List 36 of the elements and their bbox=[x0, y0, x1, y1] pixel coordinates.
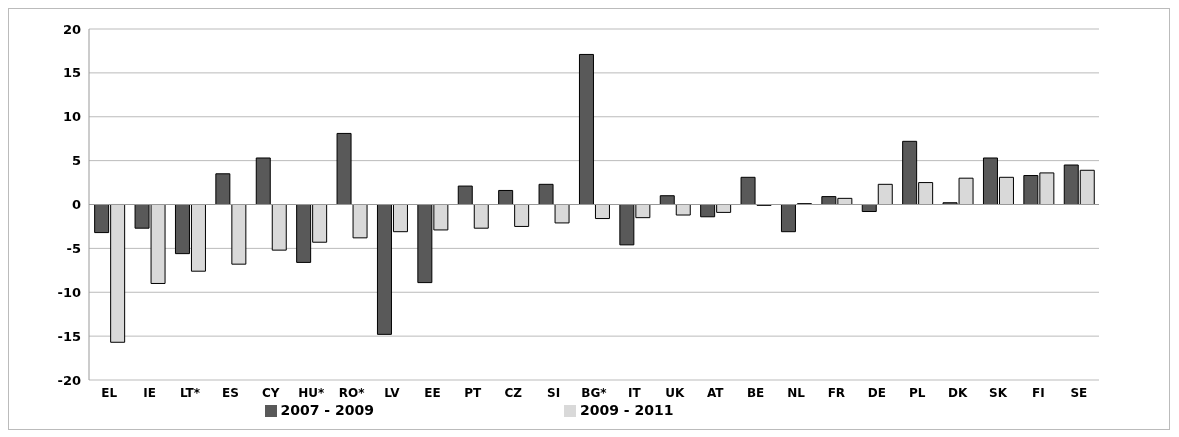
y-tick-label: 15 bbox=[62, 65, 81, 81]
x-tick-label: BE bbox=[746, 385, 765, 400]
x-tick-label: SI bbox=[547, 385, 561, 400]
x-tick-label: PT bbox=[464, 385, 483, 400]
x-tick-label: SK bbox=[989, 385, 1008, 400]
x-tick-label: RO* bbox=[338, 385, 366, 400]
x-tick-label: CZ bbox=[504, 385, 523, 400]
x-tick-label: HU* bbox=[298, 385, 325, 400]
x-tick-label: NL bbox=[787, 385, 806, 400]
x-tick-label: EE bbox=[424, 385, 441, 400]
x-tick-label: DK bbox=[947, 385, 968, 400]
x-tick-label: PL bbox=[908, 385, 926, 400]
y-tick-label: 20 bbox=[62, 21, 81, 37]
y-tick-label: -15 bbox=[57, 328, 81, 344]
x-tick-label: CY bbox=[262, 385, 280, 400]
y-tick-label: 5 bbox=[71, 153, 81, 169]
x-tick-label: EL bbox=[101, 385, 118, 400]
legend-label: 2009 - 2011 bbox=[580, 402, 674, 418]
y-tick-label: -10 bbox=[57, 284, 81, 300]
legend-label: 2007 - 2009 bbox=[280, 402, 374, 418]
x-tick-label: IT bbox=[628, 385, 642, 400]
x-tick-label: SE bbox=[1070, 385, 1088, 400]
x-tick-label: BG* bbox=[581, 385, 608, 400]
y-tick-label: 10 bbox=[62, 109, 81, 125]
x-tick-label: IE bbox=[143, 385, 156, 400]
x-tick-label: AT bbox=[706, 385, 725, 400]
x-tick-label: ES bbox=[221, 385, 239, 400]
x-tick-label: DE bbox=[867, 385, 886, 400]
y-tick-label: -20 bbox=[57, 372, 81, 388]
x-tick-label: LT* bbox=[179, 385, 201, 400]
x-tick-label: UK bbox=[665, 385, 686, 400]
y-tick-label: -5 bbox=[66, 240, 81, 256]
y-tick-label: 0 bbox=[71, 197, 81, 213]
x-tick-label: FR bbox=[827, 385, 846, 400]
x-tick-label: FI bbox=[1032, 385, 1045, 400]
x-tick-label: LV bbox=[384, 385, 401, 400]
